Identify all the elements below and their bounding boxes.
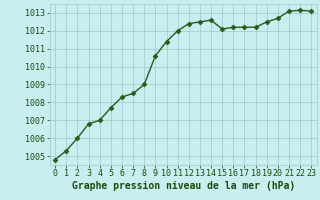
X-axis label: Graphe pression niveau de la mer (hPa): Graphe pression niveau de la mer (hPa) (72, 181, 295, 191)
